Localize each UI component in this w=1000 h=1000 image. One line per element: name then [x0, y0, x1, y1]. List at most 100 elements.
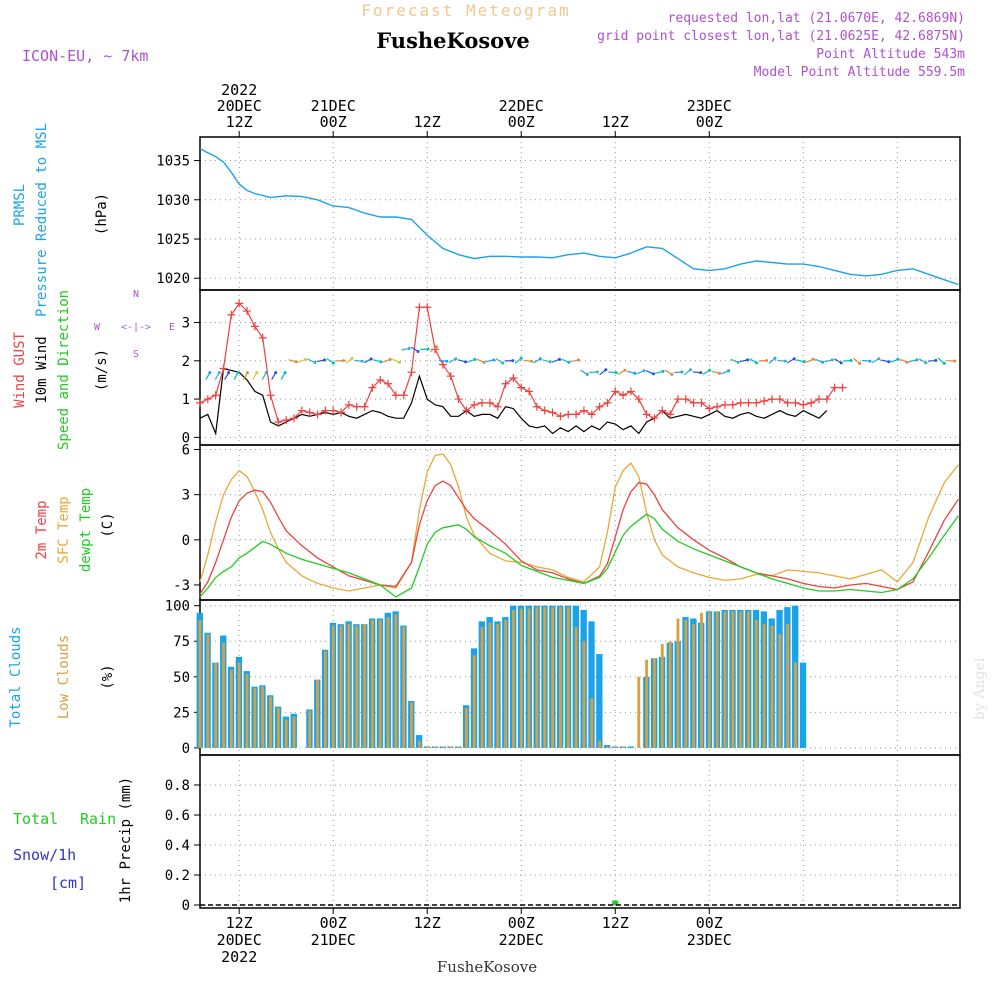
gust-marker	[329, 406, 338, 415]
low-cloud-bar	[316, 679, 319, 748]
arrow-head	[538, 357, 542, 361]
arrow-head	[839, 361, 843, 365]
low-cloud-bar	[754, 619, 758, 748]
low-cloud-bar	[394, 614, 398, 748]
chart-title: Forecast Meteogram	[361, 1, 570, 20]
arrow-head	[350, 356, 354, 360]
y-tick-label: 0.2	[165, 868, 190, 884]
panel-frame	[199, 136, 961, 291]
wind-direction-label: Speed and Direction	[56, 290, 72, 450]
bottom-axis-label: 00Z	[696, 914, 723, 932]
bottom-axis-label: 12Z	[226, 914, 253, 932]
low-cloud-bar	[457, 746, 460, 748]
gust-marker	[344, 400, 353, 409]
gust-marker	[807, 398, 816, 407]
gust-marker	[673, 395, 682, 404]
gust-marker	[235, 299, 244, 308]
arrow-head	[830, 358, 834, 362]
bottom-axis-label: 22DEC	[499, 931, 544, 949]
arrow-head	[614, 371, 618, 375]
arrow-head	[398, 360, 402, 364]
arrow-head	[821, 360, 825, 364]
top-axis-label: 12Z	[414, 113, 441, 131]
gust-label: Wind GUST	[12, 332, 28, 408]
top-axis-label: 00Z	[320, 113, 347, 131]
low-cloud-bar	[425, 746, 429, 748]
arrow-head	[519, 356, 523, 360]
bottom-axis-label: 23DEC	[687, 931, 732, 949]
low-cloud-bar	[519, 608, 523, 748]
low-cloud-bar	[645, 659, 649, 748]
panel-wind: 0 1 2 3	[182, 290, 961, 446]
bottom-axis-label: 20DEC	[217, 931, 262, 949]
gust-marker	[470, 400, 479, 409]
y-tick-label: 0	[182, 533, 190, 549]
gust-marker	[493, 402, 502, 411]
gust-marker	[313, 410, 322, 419]
low-cloud-bar	[323, 651, 327, 748]
y-tick-label: 1035	[156, 154, 190, 170]
arrow-head	[773, 356, 777, 360]
arrow-head	[331, 361, 335, 365]
model-name: ICON-EU, ~ 7km	[22, 47, 148, 65]
low-cloud-bar	[331, 625, 335, 748]
low-cloud-bar	[245, 673, 249, 748]
panel-precip: 0 0.2 0.4 0.6 0.8	[165, 754, 961, 914]
low-cloud-bar	[417, 740, 421, 748]
gust-marker	[266, 391, 275, 400]
arrow-head	[304, 357, 308, 361]
gust-marker	[603, 398, 612, 407]
top-axis-label: 12Z	[602, 113, 629, 131]
arrow-head	[849, 358, 853, 362]
gust-marker	[736, 398, 745, 407]
low-cloud-bar	[747, 611, 750, 748]
arrow-head	[426, 347, 430, 351]
total-cloud-bar	[799, 662, 807, 748]
arrow-head	[595, 370, 599, 374]
arrow-head	[755, 361, 759, 365]
requested-coords: requested lon,lat (21.0670E, 42.6869N)	[668, 11, 965, 26]
low-cloud-bar	[339, 625, 343, 748]
low-cloud-bar	[715, 611, 719, 748]
top-axis-label: 21DEC	[311, 97, 356, 115]
low-cloud-bar	[496, 624, 500, 748]
low-cloud-bar	[558, 607, 562, 748]
arrow-head	[445, 359, 449, 363]
gust-marker	[720, 400, 729, 409]
pressure-label-2: Pressure Reduced to MSL	[34, 123, 50, 317]
gust-marker	[297, 406, 306, 415]
arrow-head	[548, 360, 552, 364]
header: Forecast Meteogram FusheKosove ICON-EU, …	[22, 1, 965, 80]
gust-marker	[752, 398, 761, 407]
low-cloud-bar	[794, 662, 797, 748]
arrow-head	[360, 359, 364, 363]
arrow-head	[896, 357, 900, 361]
gust-marker	[587, 410, 596, 419]
arrow-head	[454, 357, 458, 361]
arrow-head	[407, 347, 411, 351]
pressure-line	[199, 148, 959, 286]
panel-clouds: 0 25 50 75 100	[165, 599, 961, 757]
wind-label: 10m Wind	[34, 336, 50, 403]
arrow-head	[633, 371, 637, 375]
low-cloud-bar	[692, 624, 696, 748]
gust-marker	[728, 400, 737, 409]
bottom-axis-label: 2022	[221, 948, 257, 966]
top-axis-label: 12Z	[226, 113, 253, 131]
location-title: FusheKosove	[376, 28, 529, 53]
point-altitude: Point Altitude 543m	[816, 47, 965, 62]
gust-marker	[454, 395, 463, 404]
gust-marker	[830, 383, 839, 392]
arrow-head	[464, 360, 468, 364]
gust-marker	[196, 398, 204, 407]
arrow-head	[416, 349, 420, 353]
y-tick-label: 1	[182, 392, 190, 408]
clouds-unit: (%)	[100, 664, 116, 689]
pressure-label-1: PRMSL	[12, 184, 28, 226]
y-tick-label: 3	[182, 316, 190, 332]
arrow-head	[792, 357, 796, 361]
y-tick-label: 50	[173, 670, 190, 686]
gust-marker	[713, 402, 722, 411]
top-axis-label: 00Z	[508, 113, 535, 131]
